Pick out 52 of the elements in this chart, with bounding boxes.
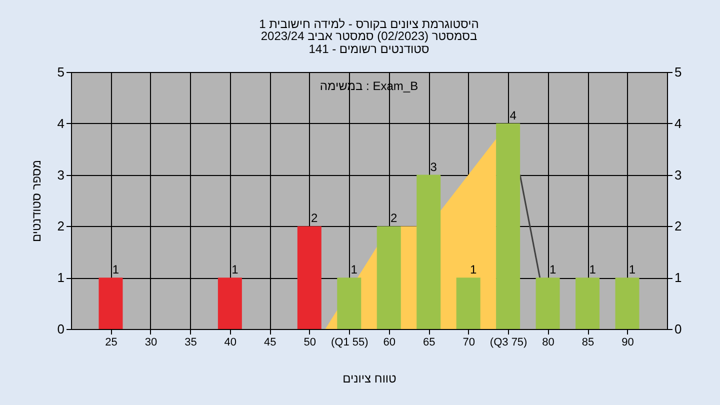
chart-title: היסטוגרמת ציונים בקורס - למידה חישובית 1 xyxy=(259,17,479,31)
y-tick-label: 5 xyxy=(57,64,64,80)
y2-tick-label: 2 xyxy=(674,218,682,234)
y2-tick-label: 3 xyxy=(674,167,682,182)
data-label: 4 xyxy=(510,108,517,122)
x-tick-label: 25 xyxy=(105,336,118,348)
bar xyxy=(456,278,480,329)
data-label: 1 xyxy=(232,262,239,277)
data-label: 1 xyxy=(470,262,477,277)
bar xyxy=(297,226,322,329)
data-label: 3 xyxy=(430,160,438,174)
y-tick-label: 0 xyxy=(57,322,64,336)
y-tick-label: 4 xyxy=(57,116,64,131)
x-tick-label: 85 xyxy=(582,336,594,348)
x-tick-label: 80 xyxy=(542,336,554,348)
bar xyxy=(218,278,242,329)
data-label: 1 xyxy=(589,262,596,277)
data-label: 2 xyxy=(390,211,398,226)
y-tick-label: 3 xyxy=(57,167,64,182)
bar xyxy=(337,278,362,329)
chart-subtitle: בסמסטר (02/2023) סמסטר אביב 2023/24 סטודנטים רשומים - 141 xyxy=(260,29,478,56)
x-tick-label: (Q1 55) xyxy=(330,336,368,348)
data-label: 2 xyxy=(311,211,318,226)
x-tick-label: (Q3 75) xyxy=(490,336,528,348)
bar xyxy=(615,278,640,329)
data-label: 1 xyxy=(112,262,120,277)
x-tick-label: 65 xyxy=(422,336,436,348)
bar xyxy=(536,278,560,329)
x-tick-label: 90 xyxy=(622,336,634,348)
bar xyxy=(376,226,401,329)
bar xyxy=(576,278,600,329)
data-label: 1 xyxy=(549,262,556,277)
x-tick-label: 30 xyxy=(144,336,158,348)
x-tick-label: 50 xyxy=(304,336,316,348)
data-label: 1 xyxy=(350,262,358,277)
y2-tick-label: 5 xyxy=(674,64,682,80)
x-tick-label: 35 xyxy=(184,336,197,348)
y2-tick-label: 0 xyxy=(674,322,682,336)
y-tick-label: 2 xyxy=(57,218,64,234)
x-tick-label: 70 xyxy=(462,336,475,348)
x-tick-label: 60 xyxy=(383,336,396,348)
x-tick-label: 45 xyxy=(264,336,276,348)
bar xyxy=(416,174,441,329)
y2-tick-label: 1 xyxy=(674,270,682,286)
data-label: 1 xyxy=(628,262,636,277)
x-tick-label: 40 xyxy=(224,336,237,348)
y-axis-title: מספר סטודנטים xyxy=(29,160,44,242)
x-axis-title: טווח ציונים xyxy=(342,372,397,386)
y-tick-label: 1 xyxy=(57,270,64,286)
y2-tick-label: 4 xyxy=(674,116,682,131)
bar xyxy=(496,123,520,329)
bar xyxy=(98,278,123,329)
